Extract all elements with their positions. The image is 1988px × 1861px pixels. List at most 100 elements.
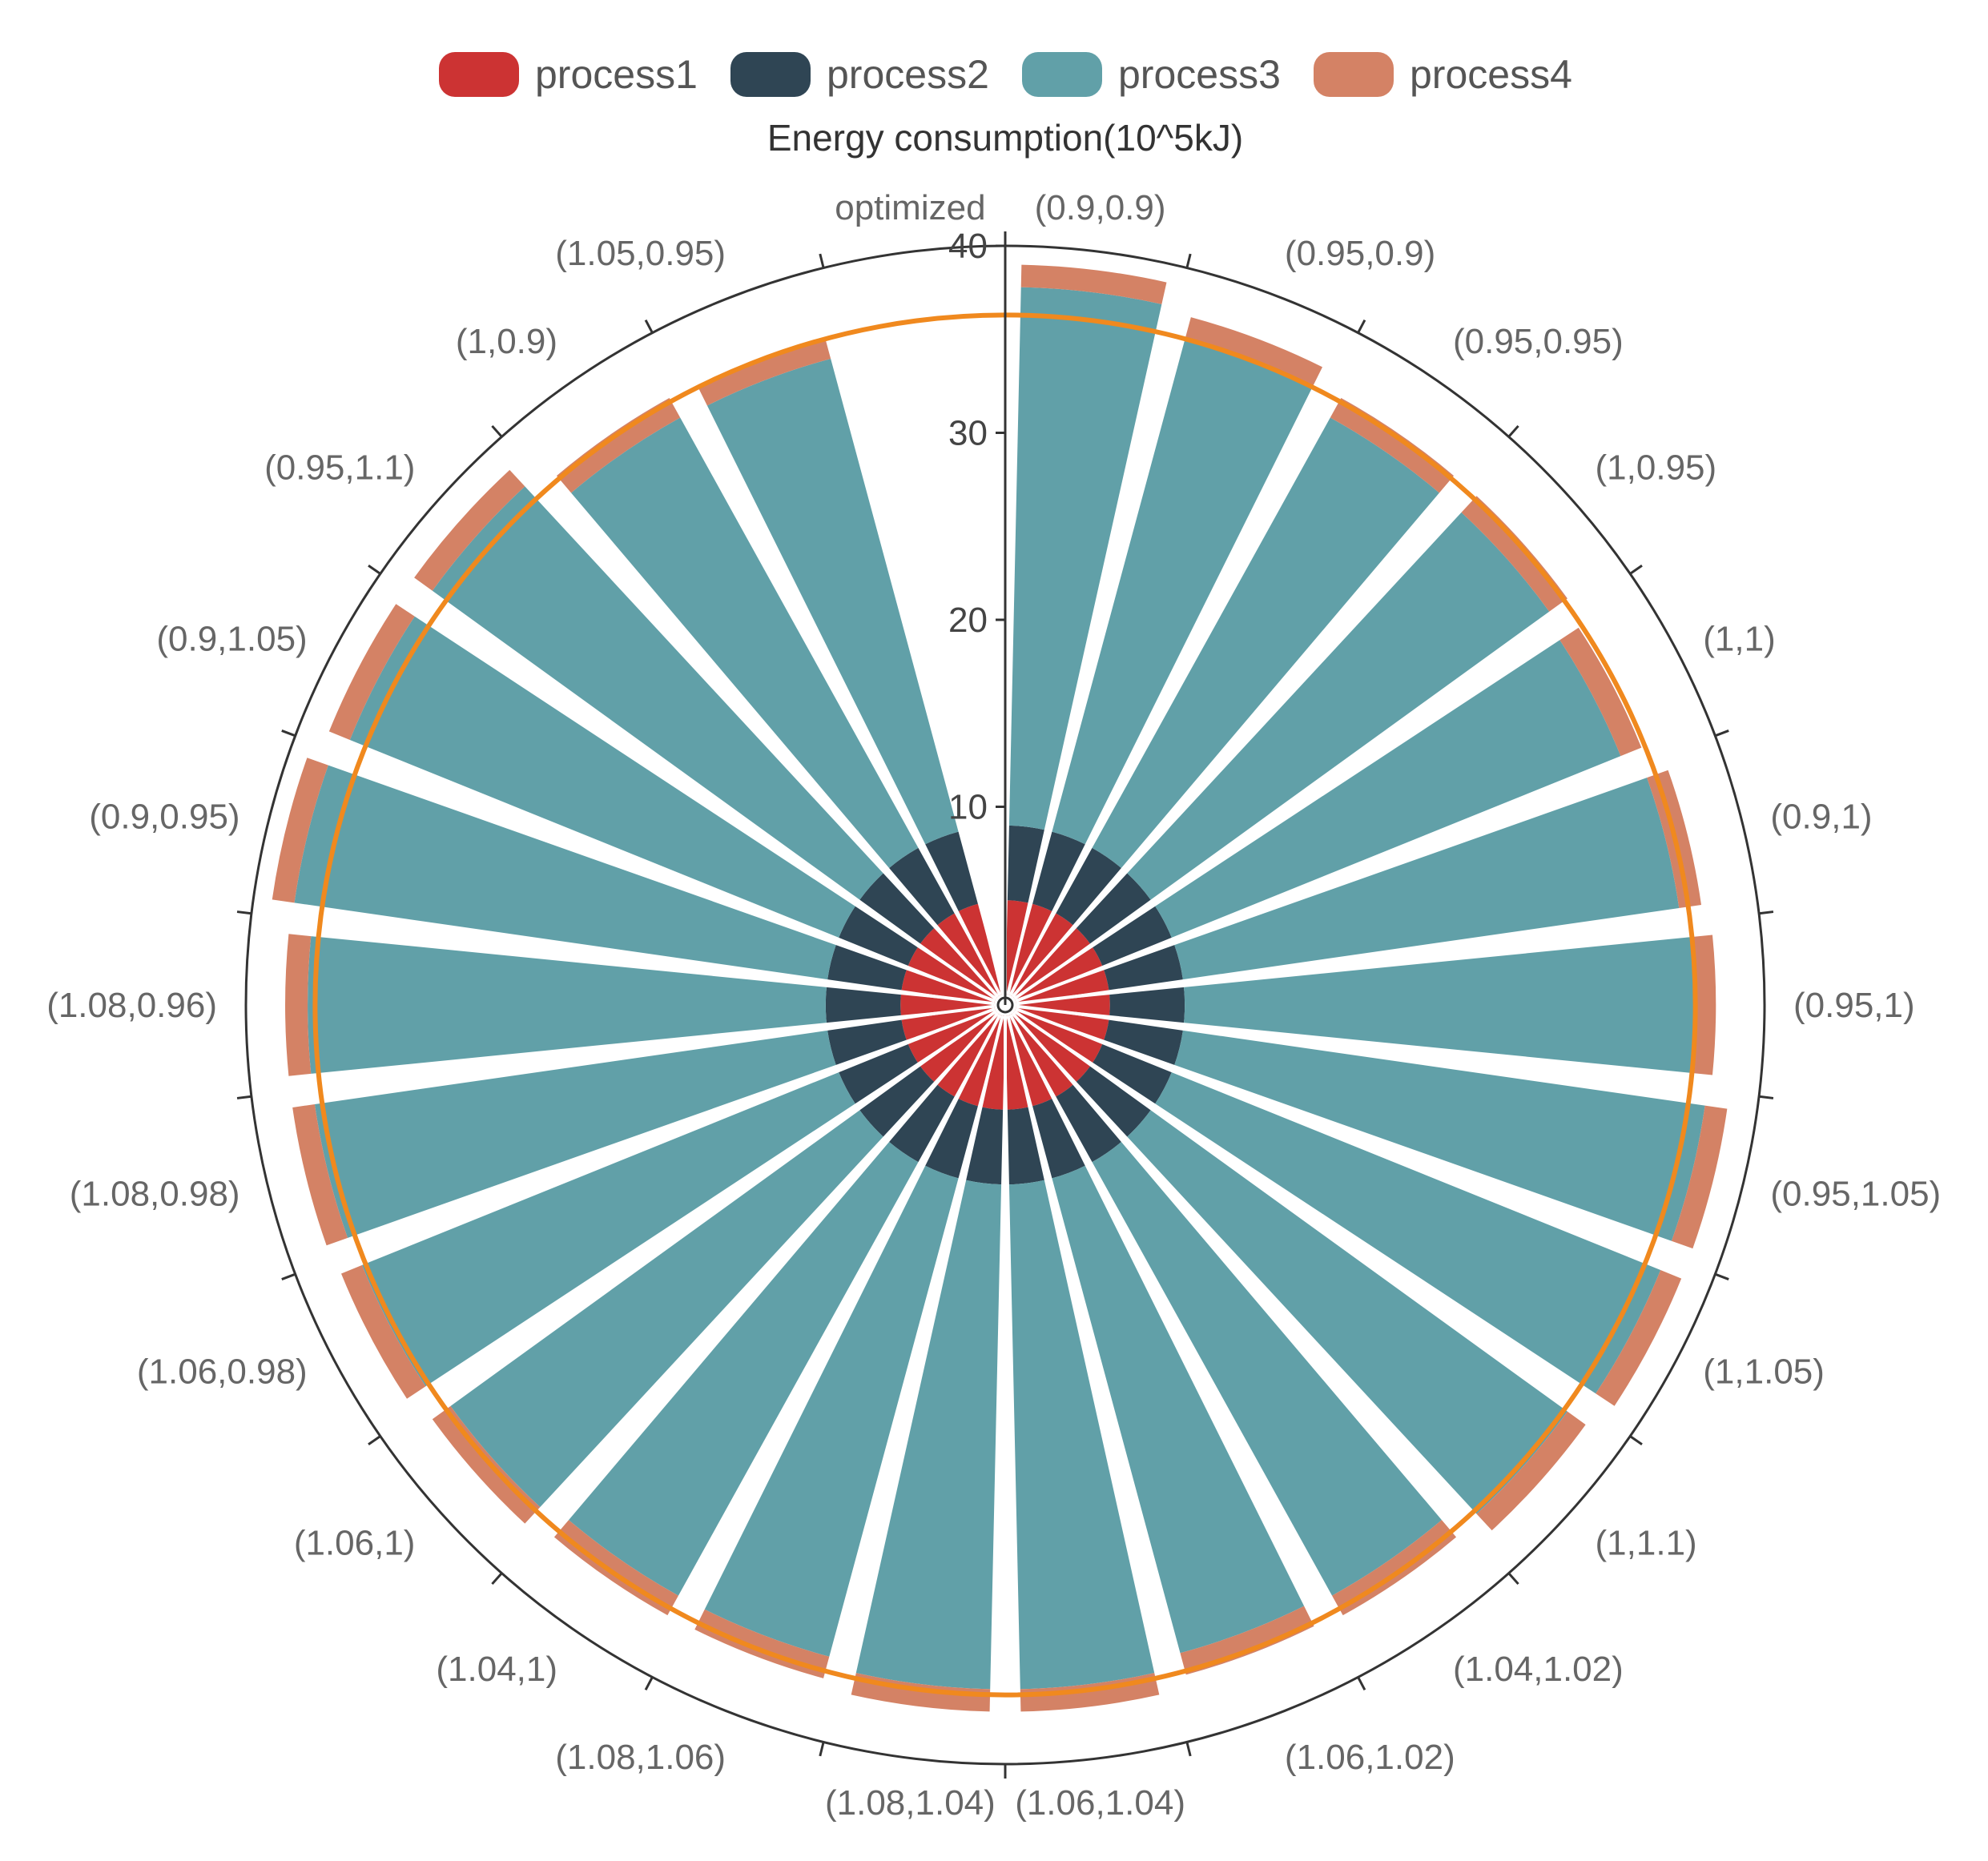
bar-process2-20[interactable] xyxy=(827,945,907,991)
bar-process2-23[interactable] xyxy=(889,847,955,926)
legend-swatch-process4[interactable] xyxy=(1314,52,1394,97)
bar-process2-8[interactable] xyxy=(1093,1044,1172,1104)
legend-label-process1[interactable]: process1 xyxy=(535,52,698,97)
bar-process1-21[interactable] xyxy=(907,947,996,1001)
bar-process4-1[interactable] xyxy=(1185,317,1323,388)
bar-process3-10[interactable] xyxy=(1092,1142,1442,1596)
bar-process2-13[interactable] xyxy=(966,1107,1004,1185)
bar-process2-15[interactable] xyxy=(889,1084,955,1163)
bar-process1-5[interactable] xyxy=(1016,970,1109,1004)
bar-process3-1[interactable] xyxy=(1052,339,1313,845)
bar-process1-10[interactable] xyxy=(1010,1013,1073,1097)
bar-process1-7[interactable] xyxy=(1016,1006,1109,1040)
bar-process3-12[interactable] xyxy=(1008,1180,1155,1690)
bar-process3-17[interactable] xyxy=(361,1072,855,1387)
bar-process2-2[interactable] xyxy=(1056,847,1121,926)
legend-swatch-process1[interactable] xyxy=(439,52,519,97)
bar-process2-0[interactable] xyxy=(1007,825,1044,903)
bar-process3-14[interactable] xyxy=(704,1165,959,1657)
bar-process2-6[interactable] xyxy=(1109,987,1185,1023)
bar-process2-19[interactable] xyxy=(825,987,901,1023)
bar-process4-8[interactable] xyxy=(1596,1270,1682,1406)
bar-process4-21[interactable] xyxy=(328,604,415,740)
bar-process1-14[interactable] xyxy=(958,1015,1003,1107)
bar-process3-8[interactable] xyxy=(1155,1072,1661,1394)
bar-process2-24[interactable] xyxy=(925,831,978,911)
bar-process4-4[interactable] xyxy=(1559,627,1642,757)
bar-process1-17[interactable] xyxy=(907,1009,996,1063)
bar-process4-9[interactable] xyxy=(1476,1411,1586,1531)
bar-process1-2[interactable] xyxy=(1010,913,1073,997)
bar-process4-22[interactable] xyxy=(414,469,525,591)
bar-process1-1[interactable] xyxy=(1008,903,1052,995)
bar-process1-13[interactable] xyxy=(982,1015,1005,1110)
bar-process3-3[interactable] xyxy=(1127,512,1550,900)
bar-process4-23[interactable] xyxy=(556,397,681,493)
bar-process1-18[interactable] xyxy=(901,1006,995,1040)
legend-swatch-process2[interactable] xyxy=(730,52,811,97)
bar-process1-0[interactable] xyxy=(1005,900,1028,995)
bar-process1-9[interactable] xyxy=(1012,1011,1090,1082)
legend-label-process3[interactable]: process3 xyxy=(1118,52,1281,97)
bar-process1-4[interactable] xyxy=(1014,947,1103,1001)
bar-process2-22[interactable] xyxy=(859,873,935,944)
bar-process3-4[interactable] xyxy=(1155,640,1621,938)
bar-process2-7[interactable] xyxy=(1104,1019,1183,1065)
bar-process1-16[interactable] xyxy=(920,1011,998,1082)
bar-process3-16[interactable] xyxy=(450,1110,883,1508)
bar-process1-22[interactable] xyxy=(920,928,998,999)
bar-process1-20[interactable] xyxy=(901,970,995,1004)
bar-process2-18[interactable] xyxy=(827,1019,907,1065)
bar-process1-24[interactable] xyxy=(958,903,1003,995)
bar-process1-23[interactable] xyxy=(937,913,1000,997)
bar-process2-10[interactable] xyxy=(1056,1084,1121,1163)
bar-process2-11[interactable] xyxy=(1032,1099,1085,1179)
bar-process2-1[interactable] xyxy=(1032,831,1085,911)
bar-process4-16[interactable] xyxy=(432,1405,541,1524)
bar-process2-4[interactable] xyxy=(1093,906,1172,966)
bar-process2-14[interactable] xyxy=(925,1099,978,1179)
bar-process4-0[interactable] xyxy=(1020,264,1167,304)
bar-process3-11[interactable] xyxy=(1052,1165,1305,1654)
bar-process2-21[interactable] xyxy=(839,906,918,966)
bar-process4-20[interactable] xyxy=(272,758,328,903)
bar-process4-19[interactable] xyxy=(285,934,312,1076)
bar-process3-7[interactable] xyxy=(1174,1030,1705,1241)
bar-process2-9[interactable] xyxy=(1076,1066,1151,1137)
bar-process4-3[interactable] xyxy=(1461,496,1567,612)
bar-process4-15[interactable] xyxy=(553,1520,678,1616)
bar-process1-8[interactable] xyxy=(1014,1009,1103,1063)
bar-process2-17[interactable] xyxy=(839,1044,918,1104)
bar-process2-12[interactable] xyxy=(1007,1107,1044,1185)
bar-process1-15[interactable] xyxy=(937,1013,1000,1097)
bar-process1-19[interactable] xyxy=(900,995,995,1015)
bar-process3-2[interactable] xyxy=(1092,417,1439,868)
bar-process3-6[interactable] xyxy=(1184,937,1694,1073)
bar-process3-5[interactable] xyxy=(1174,778,1680,980)
legend-label-process2[interactable]: process2 xyxy=(827,52,989,97)
bar-process1-3[interactable] xyxy=(1012,928,1090,999)
bar-process2-5[interactable] xyxy=(1104,945,1183,991)
legend-swatch-process3[interactable] xyxy=(1022,52,1102,97)
bar-process4-7[interactable] xyxy=(1671,1105,1728,1249)
bar-process3-13[interactable] xyxy=(855,1180,1002,1690)
bar-process2-3[interactable] xyxy=(1076,873,1151,944)
bar-process3-22[interactable] xyxy=(432,486,883,900)
bar-process4-18[interactable] xyxy=(292,1103,348,1246)
legend-label-process4[interactable]: process4 xyxy=(1410,52,1572,97)
bar-process3-15[interactable] xyxy=(569,1142,919,1596)
bar-process3-20[interactable] xyxy=(294,765,836,980)
bar-process3-9[interactable] xyxy=(1127,1110,1567,1514)
bar-process4-17[interactable] xyxy=(340,1264,426,1399)
bar-process1-6[interactable] xyxy=(1016,995,1110,1015)
bar-process4-10[interactable] xyxy=(1332,1520,1457,1616)
bar-process1-12[interactable] xyxy=(1005,1015,1028,1110)
bar-process3-0[interactable] xyxy=(1008,287,1162,830)
bar-process4-2[interactable] xyxy=(1330,397,1455,493)
bar-process4-11[interactable] xyxy=(1180,1606,1314,1675)
bar-process1-11[interactable] xyxy=(1008,1015,1052,1107)
bar-process3-19[interactable] xyxy=(308,936,827,1074)
bar-process3-24[interactable] xyxy=(706,358,959,845)
bar-process3-18[interactable] xyxy=(314,1030,836,1238)
bar-process2-16[interactable] xyxy=(859,1066,935,1137)
